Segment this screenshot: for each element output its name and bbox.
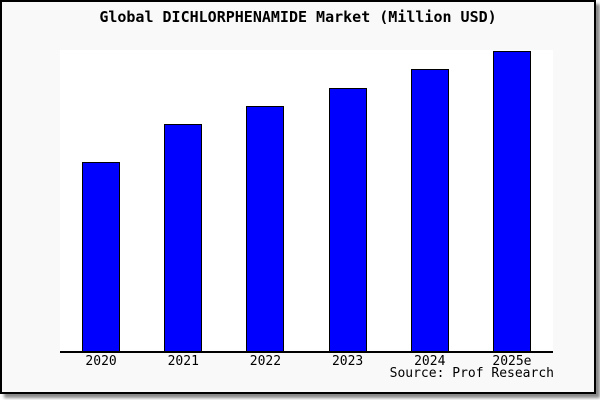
bars-container (60, 50, 553, 351)
bar-slot-2024 (389, 50, 471, 351)
x-tick-label-2020: 2020 (85, 354, 117, 369)
bar-slot-2021 (142, 50, 224, 351)
x-tick-label-2023: 2023 (331, 354, 364, 369)
bar-2024 (410, 69, 449, 351)
chart-title: Global DICHLORPHENAMIDE Market (Million … (99, 8, 497, 26)
x-axis-labels: 2020 2021 2022 2023 2024 2025e (60, 355, 553, 369)
x-tick-label-2022: 2022 (249, 354, 282, 369)
bar-2021 (164, 124, 203, 351)
bar-slot-2023 (307, 50, 389, 351)
plot-area (60, 50, 553, 353)
chart-card: Global DICHLORPHENAMIDE Market (Million … (0, 0, 596, 394)
bar-slot-2022 (224, 50, 306, 351)
source-credit: Source: Prof Research (389, 366, 554, 381)
bar-slot-2025e (471, 50, 553, 351)
bar-2022 (246, 106, 285, 351)
x-tick-label-2024: 2024 (414, 354, 446, 369)
bar-2020 (82, 162, 121, 351)
x-tick-label-2021: 2021 (167, 354, 199, 369)
bar-slot-2020 (60, 50, 142, 351)
bar-2023 (328, 88, 367, 351)
bar-2025e (492, 51, 531, 351)
x-tick-label-2025e: 2025e (492, 354, 532, 369)
